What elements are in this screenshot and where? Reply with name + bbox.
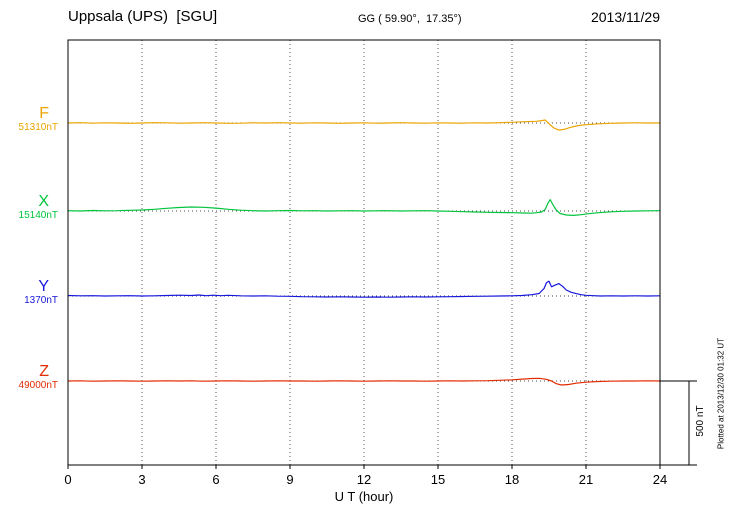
trace-Y — [67, 280, 661, 298]
trace-F — [67, 119, 660, 131]
date-label: 2013/11/29 — [590, 9, 660, 25]
plotted-at-note: Plotted at 2013/12/30 01:32 UT — [716, 337, 726, 450]
trace-baseline-value-z: 49000nT — [18, 380, 58, 391]
trace-label-z: Z 49000nT — [0, 363, 58, 392]
geographic-coordinates: GG ( 59.90°, 17.35°) — [358, 13, 462, 25]
x-tick-label: 18 — [505, 472, 519, 487]
trace-baseline-value-x: 15140nT — [18, 210, 58, 221]
trace-letter-x: X — [38, 193, 49, 210]
x-tick-label: 6 — [212, 472, 219, 487]
station-title: Uppsala (UPS) [SGU] — [68, 8, 218, 25]
trace-letter-z: Z — [39, 363, 49, 380]
trace-baseline-value-f: 51310nT — [18, 122, 58, 133]
x-tick-label: 15 — [431, 472, 445, 487]
x-tick-label: 21 — [579, 472, 593, 487]
trace-baseline-value-y: 1370nT — [24, 295, 58, 306]
x-tick-label: 12 — [357, 472, 371, 487]
trace-Z — [67, 377, 661, 386]
trace-letter-y: Y — [38, 278, 49, 295]
trace-X — [67, 199, 661, 216]
x-tick-label: 0 — [64, 472, 71, 487]
x-tick-label: 24 — [653, 472, 667, 487]
trace-label-y: Y 1370nT — [0, 278, 58, 307]
x-tick-label: 9 — [286, 472, 293, 487]
trace-label-f: F 51310nT — [0, 105, 58, 134]
x-tick-label: 3 — [138, 472, 145, 487]
scale-bar-label: 500 nT — [695, 405, 706, 437]
trace-label-x: X 15140nT — [0, 193, 58, 222]
x-axis-label: U T (hour) — [334, 489, 394, 504]
trace-letter-f: F — [39, 105, 49, 122]
